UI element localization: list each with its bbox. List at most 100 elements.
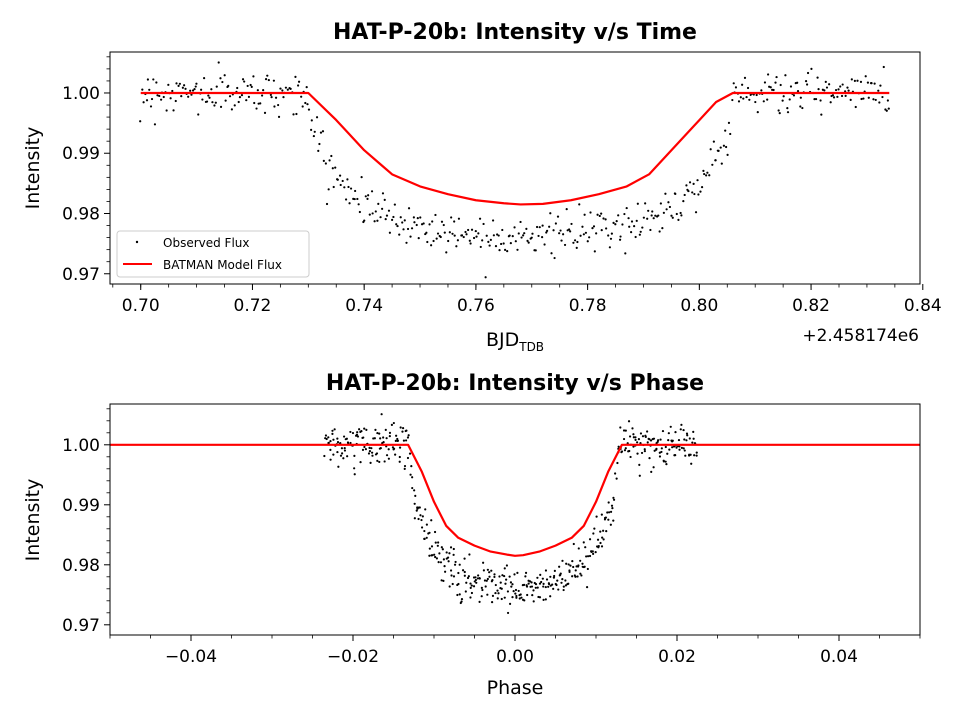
observed-flux-point <box>331 167 334 170</box>
observed-flux-point <box>448 231 451 234</box>
observed-flux-point <box>856 79 859 82</box>
observed-flux-point <box>788 98 791 101</box>
observed-flux-point <box>624 252 627 255</box>
observed-flux-point <box>175 82 178 85</box>
observed-flux-point <box>346 178 349 181</box>
observed-flux-point <box>824 80 827 83</box>
observed-flux-point <box>565 562 568 565</box>
observed-flux-point <box>343 447 346 450</box>
observed-flux-point <box>481 588 484 592</box>
observed-flux-point <box>607 501 610 504</box>
observed-flux-point <box>413 489 416 492</box>
observed-flux-point <box>548 225 551 228</box>
observed-flux-point <box>578 203 581 206</box>
observed-flux-point <box>297 80 301 83</box>
observed-flux-point <box>312 134 315 138</box>
phase-plot-area <box>110 413 920 615</box>
observed-flux-point <box>662 211 665 214</box>
observed-flux-point <box>479 245 482 249</box>
observed-flux-point <box>498 575 501 578</box>
observed-flux-point <box>772 88 775 92</box>
observed-flux-point <box>407 434 410 437</box>
observed-flux-point <box>708 174 711 177</box>
observed-flux-point <box>467 575 470 578</box>
observed-flux-point <box>550 252 553 255</box>
observed-flux-point <box>334 166 337 169</box>
observed-flux-point <box>421 515 424 518</box>
observed-flux-point <box>633 225 636 228</box>
observed-flux-point <box>392 215 395 219</box>
observed-flux-point <box>319 131 323 134</box>
observed-flux-point <box>491 579 494 582</box>
observed-flux-point <box>396 439 400 442</box>
observed-flux-point <box>756 111 759 114</box>
observed-flux-point <box>685 432 689 435</box>
observed-flux-point <box>678 448 681 451</box>
observed-flux-point <box>180 94 183 98</box>
observed-flux-point <box>534 583 538 586</box>
observed-flux-point <box>657 214 660 217</box>
observed-flux-point <box>685 439 688 442</box>
observed-flux-point <box>561 578 564 581</box>
observed-flux-point <box>416 217 419 220</box>
observed-flux-point <box>586 555 590 558</box>
observed-flux-point <box>556 579 559 582</box>
observed-flux-point <box>666 452 669 455</box>
observed-flux-point <box>524 575 527 578</box>
observed-flux-point <box>452 553 455 556</box>
observed-flux-point <box>321 130 325 133</box>
observed-flux-point <box>428 223 431 226</box>
observed-flux-point <box>343 449 347 452</box>
observed-flux-point <box>641 435 645 438</box>
observed-flux-point <box>792 94 796 97</box>
observed-flux-point <box>754 100 757 104</box>
observed-flux-point <box>711 163 714 166</box>
y-tick-label: 1.00 <box>62 84 100 104</box>
observed-flux-point <box>854 105 857 109</box>
observed-flux-point <box>628 449 631 453</box>
observed-flux-point <box>423 529 426 533</box>
observed-flux-point <box>591 550 594 553</box>
observed-flux-point <box>317 149 320 153</box>
observed-flux-point <box>324 162 327 165</box>
observed-flux-point <box>453 234 456 237</box>
observed-flux-point <box>618 238 622 241</box>
observed-flux-point <box>428 531 431 534</box>
observed-flux-point <box>568 570 571 574</box>
observed-flux-point <box>699 190 702 193</box>
observed-flux-point <box>155 81 158 84</box>
observed-flux-point <box>477 232 480 235</box>
observed-flux-point <box>584 546 587 549</box>
observed-flux-point <box>190 93 193 96</box>
observed-flux-point <box>674 431 677 434</box>
observed-flux-point <box>655 447 658 450</box>
observed-flux-point <box>153 123 157 126</box>
time-x-offset-text: +2.458174e6 <box>802 326 919 346</box>
observed-flux-point <box>630 231 633 234</box>
observed-flux-point <box>671 439 674 442</box>
observed-flux-point <box>604 516 608 519</box>
observed-flux-point <box>847 89 850 92</box>
observed-flux-point <box>398 233 401 236</box>
observed-flux-point <box>227 84 230 87</box>
observed-flux-point <box>336 437 339 440</box>
observed-flux-point <box>547 582 550 585</box>
observed-flux-point <box>205 100 209 103</box>
observed-flux-point <box>503 248 507 251</box>
observed-flux-point <box>223 74 226 77</box>
observed-flux-point <box>483 579 487 582</box>
observed-flux-point <box>494 244 498 248</box>
observed-flux-point <box>410 465 413 468</box>
observed-flux-point <box>549 575 552 578</box>
observed-flux-point <box>197 113 200 116</box>
observed-flux-point <box>646 441 649 444</box>
observed-flux-point <box>378 460 381 464</box>
observed-flux-point <box>445 551 448 554</box>
observed-flux-point <box>488 571 491 574</box>
observed-flux-point <box>342 457 345 460</box>
observed-flux-point <box>841 83 844 86</box>
observed-flux-point <box>359 461 362 464</box>
observed-flux-point <box>435 557 438 560</box>
observed-flux-point <box>779 83 782 87</box>
observed-flux-point <box>569 564 572 567</box>
